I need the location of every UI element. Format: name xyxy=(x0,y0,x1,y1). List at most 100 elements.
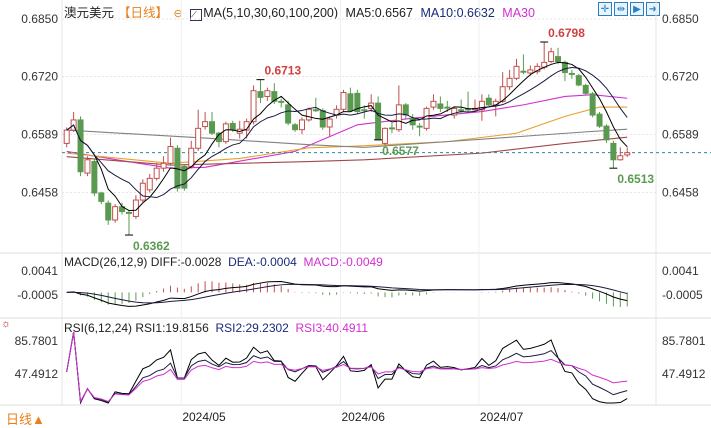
candle-body xyxy=(388,127,395,130)
candle-body xyxy=(139,182,146,201)
price-tick-left: 0.6458 xyxy=(21,186,58,200)
candle-body xyxy=(222,123,229,143)
rsi3-value: RSI3:40.4911 xyxy=(295,321,369,335)
macd-tick-right: -0.0005 xyxy=(662,288,703,302)
zoom-range-icon[interactable]: ⇹ xyxy=(614,2,628,16)
candle-body xyxy=(105,202,112,221)
candle-body xyxy=(292,124,299,131)
candle-body xyxy=(229,122,236,131)
candle-body xyxy=(402,104,409,116)
candle-body xyxy=(624,152,631,156)
candle-body xyxy=(548,51,555,62)
ma30-line xyxy=(66,94,628,169)
candle-body xyxy=(257,91,264,98)
macd-tick-right: 0.0041 xyxy=(662,264,699,278)
candle-body xyxy=(458,109,465,112)
ma30-label: MA30 xyxy=(502,6,535,20)
macd-tick-left: 0.0041 xyxy=(21,264,58,278)
candle-body xyxy=(146,177,153,191)
candle-body xyxy=(382,127,389,144)
symbol-title: 澳元美元 xyxy=(64,6,115,20)
rsi-title: RSI(6,12,24) xyxy=(64,321,133,335)
candle-body xyxy=(430,100,437,108)
high-annotation: 0.6713 xyxy=(264,64,301,78)
candle-body xyxy=(84,159,91,174)
rsi2-value: RSI2:29.2302 xyxy=(215,321,289,335)
ma5-line xyxy=(66,61,628,212)
candle-body xyxy=(589,93,596,116)
ma-settings-icon[interactable]: ⟋ xyxy=(190,9,203,21)
candle-body xyxy=(451,107,458,116)
crosshair-icon[interactable]: ✛ xyxy=(598,2,612,16)
candle-body xyxy=(63,129,70,144)
candle-body xyxy=(561,61,568,74)
candle-body xyxy=(77,119,84,173)
candle-body xyxy=(395,104,402,131)
rsi-legend: RSI(6,12,24) RSI1:19.8156 RSI2:29.2302 R… xyxy=(64,321,368,335)
candle-body xyxy=(444,106,451,109)
macd-legend: MACD(26,12,9) DIFF:-0.0028 DEA:-0.0004 M… xyxy=(64,255,383,269)
candle-body xyxy=(264,90,271,97)
candle-body xyxy=(298,119,305,131)
candle-body xyxy=(125,211,132,214)
candle-body xyxy=(568,72,575,75)
ma10-line xyxy=(66,66,628,199)
candle-body xyxy=(555,56,562,62)
candle-body xyxy=(617,155,624,161)
candle-body xyxy=(112,206,119,221)
candle-body xyxy=(361,109,368,112)
candle-body xyxy=(582,84,589,94)
candle-body xyxy=(485,97,492,106)
candle-body xyxy=(326,118,333,128)
candle-body xyxy=(499,86,506,102)
candle-body xyxy=(437,103,444,109)
rsi1-value: RSI1:19.8156 xyxy=(135,321,209,335)
price-tick-left: 0.6589 xyxy=(21,128,58,142)
candle-body xyxy=(209,121,216,134)
price-tick-right: 0.6850 xyxy=(662,12,699,26)
macd-dea-line xyxy=(66,283,628,304)
low-annotation: 0.6577 xyxy=(382,144,419,158)
indicator-settings-icon[interactable]: ☼ xyxy=(1,318,12,330)
candle-body xyxy=(527,69,534,74)
ma5-value: MA5:0.6567 xyxy=(345,6,413,20)
rsi2-line xyxy=(66,331,628,404)
candle-body xyxy=(278,100,285,103)
candle-body xyxy=(160,162,167,169)
candle-body xyxy=(416,125,423,128)
candle-body xyxy=(91,161,98,194)
price-tick-right: 0.6458 xyxy=(662,186,699,200)
rsi-tick-right: 85.7801 xyxy=(662,334,706,348)
candle-body xyxy=(354,92,361,113)
rsi-tick-left: 85.7801 xyxy=(15,334,59,348)
period-toggle[interactable]: 日线▲ xyxy=(6,412,45,427)
candle-body xyxy=(312,109,319,112)
candle-body xyxy=(202,121,209,128)
candle-body xyxy=(347,93,354,112)
period-selector[interactable]: 【日线】 xyxy=(118,6,169,20)
macd-title: MACD(26,12,9) xyxy=(64,255,148,269)
candle-body xyxy=(195,127,202,149)
ma100-line xyxy=(66,128,628,148)
candle-body xyxy=(181,165,188,189)
macd-tick-left: -0.0005 xyxy=(17,288,58,302)
macd-value: MACD:-0.0049 xyxy=(303,255,383,269)
candle-body xyxy=(98,192,105,202)
low-annotation: 0.6362 xyxy=(133,239,170,253)
high-annotation: 0.6798 xyxy=(548,26,585,40)
price-tick-left: 0.6850 xyxy=(21,12,58,26)
candle-body xyxy=(153,167,160,179)
x-tick-label: 2024/07 xyxy=(480,410,524,424)
candle-body xyxy=(375,102,382,141)
settings-circle-icon[interactable]: ⊖ xyxy=(173,8,183,20)
x-tick-label: 2024/06 xyxy=(342,410,386,424)
candle-body xyxy=(167,145,174,164)
candle-body xyxy=(575,75,582,86)
candle-body xyxy=(305,108,312,121)
price-tick-right: 0.6589 xyxy=(662,128,699,142)
play-icon[interactable]: ▶ xyxy=(630,2,644,16)
ma-legend: MA(5,10,30,60,100,200) xyxy=(203,6,339,20)
rsi1-line xyxy=(66,331,628,405)
candle-body xyxy=(478,100,485,111)
